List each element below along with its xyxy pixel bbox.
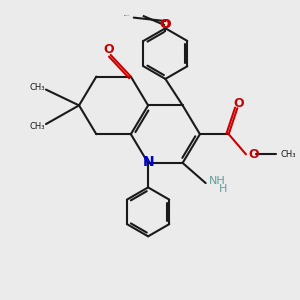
Text: O: O	[160, 18, 171, 31]
Text: O: O	[160, 18, 170, 31]
Text: CH₃: CH₃	[280, 150, 296, 159]
Text: N: N	[142, 155, 154, 170]
Text: methoxy: methoxy	[124, 15, 130, 16]
Text: CH₃: CH₃	[29, 83, 44, 92]
Text: CH₃: CH₃	[29, 122, 44, 131]
Text: H: H	[219, 184, 227, 194]
Text: O: O	[233, 97, 244, 110]
Text: O: O	[103, 44, 114, 56]
Text: O: O	[249, 148, 260, 161]
Text: NH: NH	[209, 176, 226, 186]
